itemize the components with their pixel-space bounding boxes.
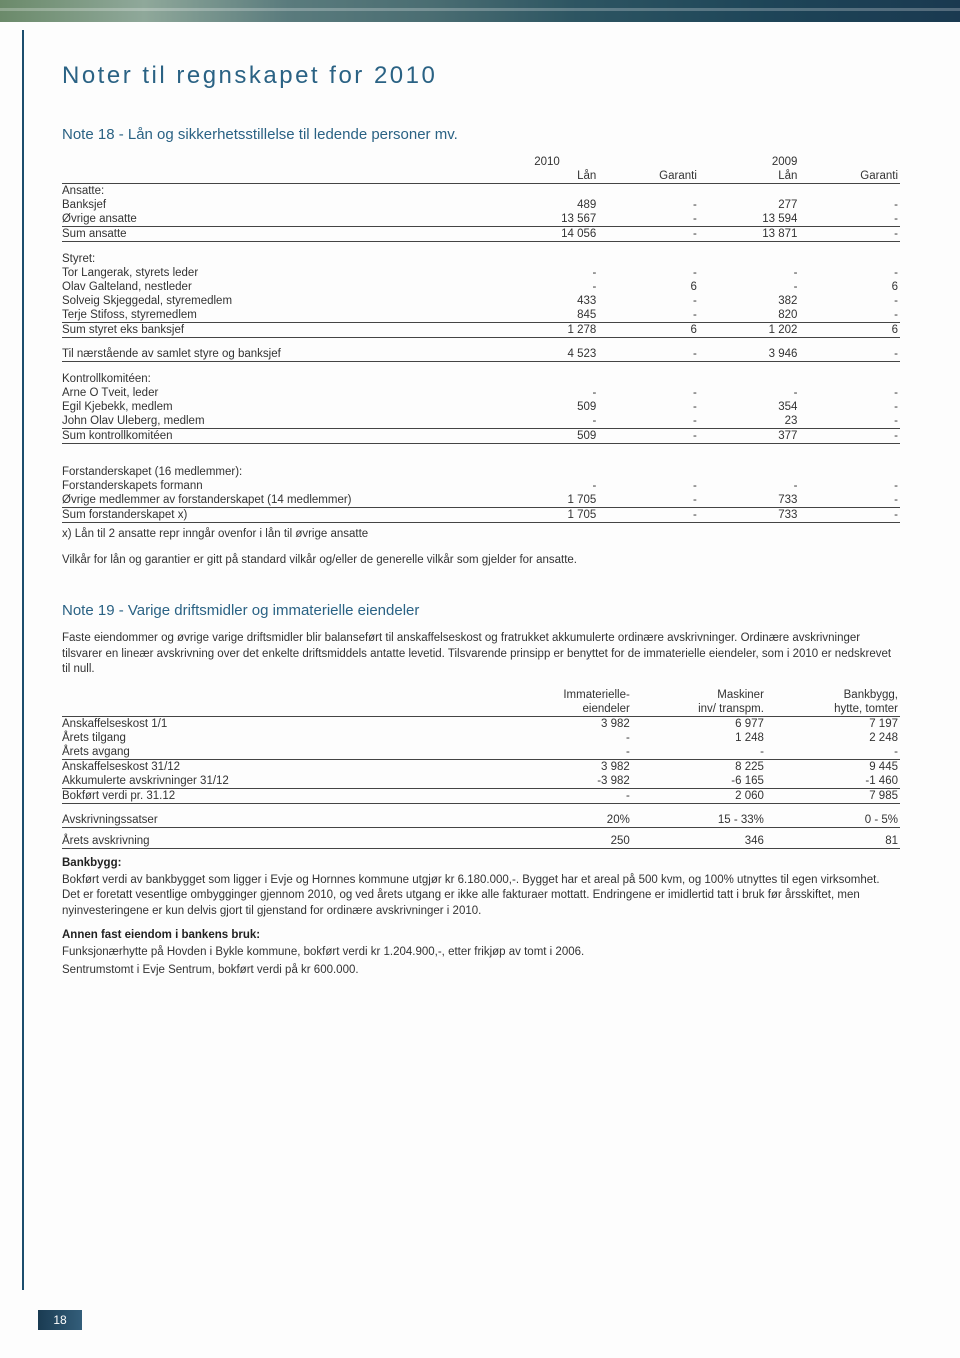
top-banner xyxy=(0,0,960,22)
note18-footnote-x: x) Lån til 2 ansatte repr inngår ovenfor… xyxy=(62,527,900,543)
note19-intro: Faste eiendommer og øvrige varige drifts… xyxy=(62,631,900,678)
note18-vilkar: Vilkår for lån og garantier er gitt på s… xyxy=(62,553,900,569)
page-number: 18 xyxy=(38,1310,82,1330)
annen-text-2: Sentrumstomt i Evje Sentrum, bokført ver… xyxy=(62,963,900,979)
left-border xyxy=(22,30,24,1290)
annen-heading: Annen fast eiendom i bankens bruk: xyxy=(62,929,900,941)
page-title: Noter til regnskapet for 2010 xyxy=(62,62,900,90)
note18-title: Note 18 - Lån og sikkerhetsstillelse til… xyxy=(62,126,900,143)
bankbygg-heading: Bankbygg: xyxy=(62,857,900,869)
note19-title: Note 19 - Varige driftsmidler og immater… xyxy=(62,602,900,619)
annen-text-1: Funksjonærhytte på Hovden i Bykle kommun… xyxy=(62,945,900,961)
note19-table: Immaterielle-MaskinerBankbygg,eiendeleri… xyxy=(62,688,900,849)
note18-table: 20102009LånGarantiLånGarantiAnsatte:Bank… xyxy=(62,155,900,523)
bankbygg-text: Bokført verdi av bankbygget som ligger i… xyxy=(62,873,900,920)
